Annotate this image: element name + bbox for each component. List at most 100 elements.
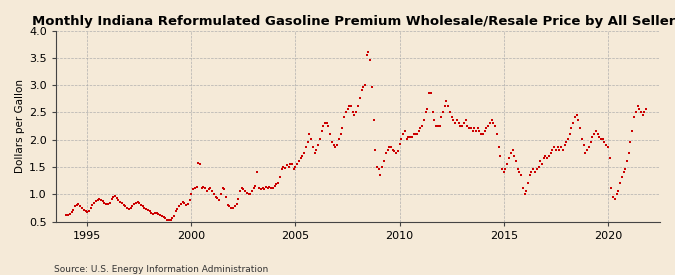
Point xyxy=(323,123,334,128)
Point xyxy=(264,185,275,189)
Point xyxy=(315,137,325,141)
Point xyxy=(404,134,415,139)
Point xyxy=(226,205,237,210)
Point xyxy=(266,186,277,191)
Point xyxy=(281,163,292,168)
Point xyxy=(582,148,593,152)
Point xyxy=(309,151,320,155)
Point xyxy=(63,212,74,217)
Point xyxy=(382,148,393,152)
Point xyxy=(476,131,487,136)
Point xyxy=(481,126,492,131)
Point xyxy=(288,167,299,172)
Point xyxy=(117,201,128,205)
Point xyxy=(250,183,261,188)
Point xyxy=(604,156,615,161)
Point xyxy=(302,140,313,144)
Point xyxy=(109,194,120,198)
Point xyxy=(469,126,480,131)
Point xyxy=(595,137,606,141)
Point xyxy=(516,172,526,177)
Point xyxy=(198,185,209,189)
Point xyxy=(488,121,499,125)
Point xyxy=(352,104,363,109)
Point xyxy=(554,148,565,152)
Point xyxy=(485,121,495,125)
Point xyxy=(434,123,445,128)
Point xyxy=(85,206,96,210)
Point xyxy=(389,149,400,153)
Point xyxy=(306,137,317,141)
Point xyxy=(377,164,387,169)
Point xyxy=(400,129,410,133)
Point xyxy=(136,203,146,207)
Point xyxy=(603,145,614,150)
Point xyxy=(254,186,265,191)
Point xyxy=(348,110,358,114)
Point xyxy=(134,201,144,205)
Point xyxy=(591,129,601,133)
Point xyxy=(269,183,280,188)
Point xyxy=(630,110,641,114)
Point xyxy=(547,148,558,152)
Point xyxy=(285,162,296,166)
Point xyxy=(158,214,169,219)
Point xyxy=(234,189,245,193)
Point xyxy=(325,131,335,136)
Point xyxy=(543,153,554,158)
Point xyxy=(379,159,389,163)
Point xyxy=(519,192,530,196)
Point xyxy=(373,167,384,172)
Point xyxy=(441,99,452,103)
Point xyxy=(462,123,472,128)
Point xyxy=(252,170,263,174)
Point xyxy=(149,211,160,215)
Point xyxy=(558,148,568,152)
Point xyxy=(243,192,254,196)
Point xyxy=(367,85,377,90)
Point xyxy=(521,189,532,193)
Point xyxy=(104,200,115,205)
Point xyxy=(632,104,643,109)
Point xyxy=(358,85,369,90)
Point xyxy=(506,151,516,155)
Point xyxy=(601,142,612,147)
Point xyxy=(276,167,287,172)
Point xyxy=(122,205,132,210)
Point xyxy=(356,88,367,92)
Point xyxy=(393,149,404,153)
Point xyxy=(589,131,599,136)
Point xyxy=(75,204,86,209)
Point xyxy=(304,131,315,136)
Point xyxy=(273,181,284,185)
Point xyxy=(375,172,386,177)
Point xyxy=(233,197,244,202)
Point xyxy=(549,145,560,150)
Point xyxy=(318,123,329,128)
Point xyxy=(537,162,547,166)
Point xyxy=(612,192,622,196)
Point xyxy=(188,187,198,192)
Point xyxy=(391,151,402,155)
Point xyxy=(321,121,332,125)
Point xyxy=(165,217,176,222)
Point xyxy=(570,115,580,120)
Point xyxy=(470,129,481,133)
Point xyxy=(66,210,77,214)
Point xyxy=(616,175,627,180)
Point xyxy=(429,118,440,122)
Point xyxy=(562,137,573,141)
Point xyxy=(453,121,464,125)
Point xyxy=(510,159,521,163)
Point xyxy=(174,204,185,208)
Point xyxy=(372,164,383,169)
Point xyxy=(72,203,82,208)
Point xyxy=(151,211,162,215)
Point xyxy=(479,129,490,133)
Point xyxy=(176,202,186,206)
Point xyxy=(403,134,414,139)
Point xyxy=(489,123,500,128)
Point xyxy=(148,212,159,216)
Point xyxy=(615,181,626,185)
Point xyxy=(163,218,174,222)
